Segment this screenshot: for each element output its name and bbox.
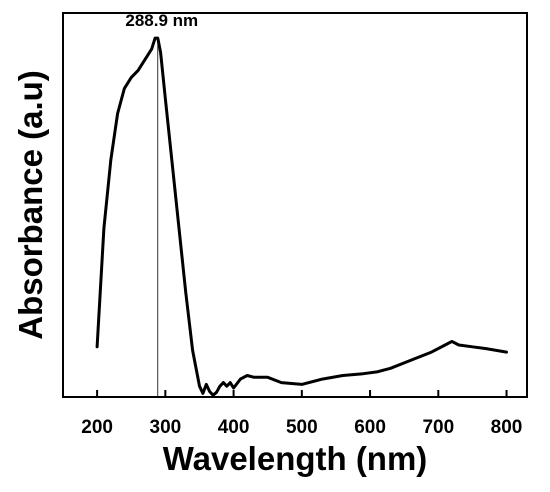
x-axis-tick-labels: 200 300 400 500 600 700 800 [81, 417, 522, 438]
peak-annotation-label: 288.9 nm [125, 11, 198, 30]
x-tick-label: 500 [286, 417, 318, 438]
x-tick-label: 300 [150, 417, 182, 438]
x-tick-label: 700 [422, 417, 454, 438]
x-tick-label: 400 [218, 417, 250, 438]
absorbance-series-line [95, 36, 508, 397]
x-tick-label: 800 [491, 417, 523, 438]
x-axis-title: Wavelength (nm) [163, 440, 428, 477]
y-axis-title: Absorbance (a.u) [12, 70, 49, 340]
plot-frame [62, 12, 528, 398]
x-tick-label: 600 [354, 417, 386, 438]
x-axis-ticks [96, 390, 508, 397]
x-tick-label: 200 [81, 417, 113, 438]
